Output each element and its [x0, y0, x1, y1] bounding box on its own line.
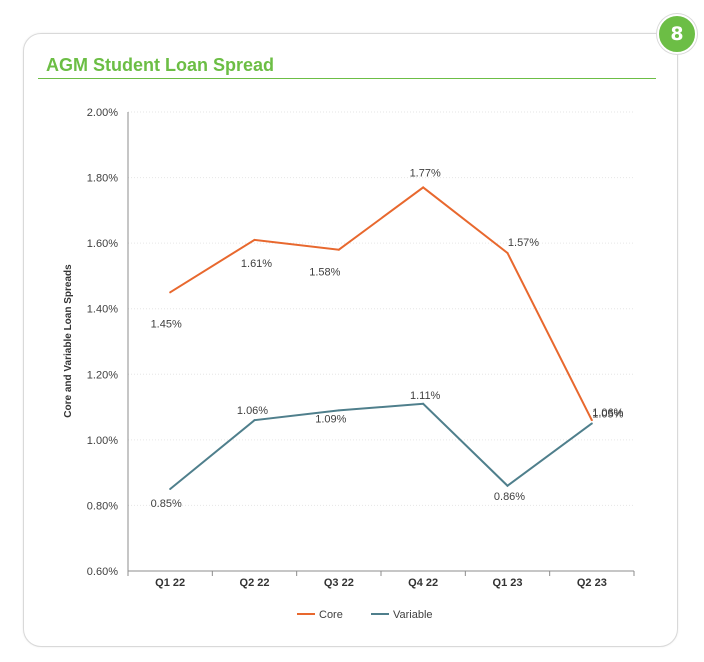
data-label-variable: 1.09% — [315, 413, 346, 425]
series-line-core — [169, 186, 593, 421]
legend-label-core: Core — [319, 609, 343, 621]
data-point-variable — [422, 402, 425, 405]
y-tick-label: 1.40% — [87, 304, 118, 316]
data-point-core — [169, 291, 172, 294]
data-point-core — [506, 251, 509, 254]
data-label-core: 1.57% — [508, 237, 539, 249]
data-point-core — [422, 186, 425, 189]
data-label-variable: 1.11% — [410, 390, 441, 402]
data-point-core — [253, 238, 256, 241]
y-tick-label: 1.80% — [87, 173, 118, 185]
x-tick-label: Q1 22 — [155, 577, 185, 589]
data-label-variable: 0.85% — [151, 498, 182, 510]
data-point-variable — [590, 422, 593, 425]
y-tick-label: 1.60% — [87, 238, 118, 250]
y-tick-label: 1.00% — [87, 435, 118, 447]
y-tick-label: 0.60% — [87, 566, 118, 578]
data-label-variable: 1.05% — [592, 408, 623, 420]
y-tick-label: 2.00% — [87, 107, 118, 119]
data-label-core: 1.61% — [241, 258, 272, 270]
data-point-core — [590, 419, 593, 422]
chart-title: AGM Student Loan Spread — [46, 55, 275, 75]
data-label-core: 1.45% — [151, 318, 182, 330]
series-line-variable — [169, 402, 593, 490]
x-tick-label: Q3 22 — [324, 577, 354, 589]
x-tick-label: Q1 23 — [493, 577, 523, 589]
y-axis-title: Core and Variable Loan Spreads — [63, 264, 74, 418]
data-point-variable — [337, 409, 340, 412]
data-label-variable: 1.06% — [237, 405, 268, 417]
y-tick-label: 1.20% — [87, 369, 118, 381]
x-tick-label: Q2 22 — [240, 577, 270, 589]
legend-label-variable: Variable — [393, 609, 433, 621]
y-tick-label: 0.80% — [87, 500, 118, 512]
title-divider — [38, 78, 656, 79]
data-label-core: 1.58% — [309, 267, 340, 279]
data-label-core: 1.06% — [592, 407, 623, 419]
data-label-variable: 0.86% — [494, 491, 525, 503]
x-tick-label: Q2 23 — [577, 577, 607, 589]
data-point-variable — [253, 419, 256, 422]
data-point-variable — [506, 484, 509, 487]
x-tick-label: Q4 22 — [408, 577, 438, 589]
data-point-core — [337, 248, 340, 251]
page-number-badge: 8 — [657, 14, 697, 54]
chart-card — [23, 33, 678, 647]
data-point-variable — [169, 488, 172, 491]
data-label-core: 1.77% — [410, 167, 441, 179]
